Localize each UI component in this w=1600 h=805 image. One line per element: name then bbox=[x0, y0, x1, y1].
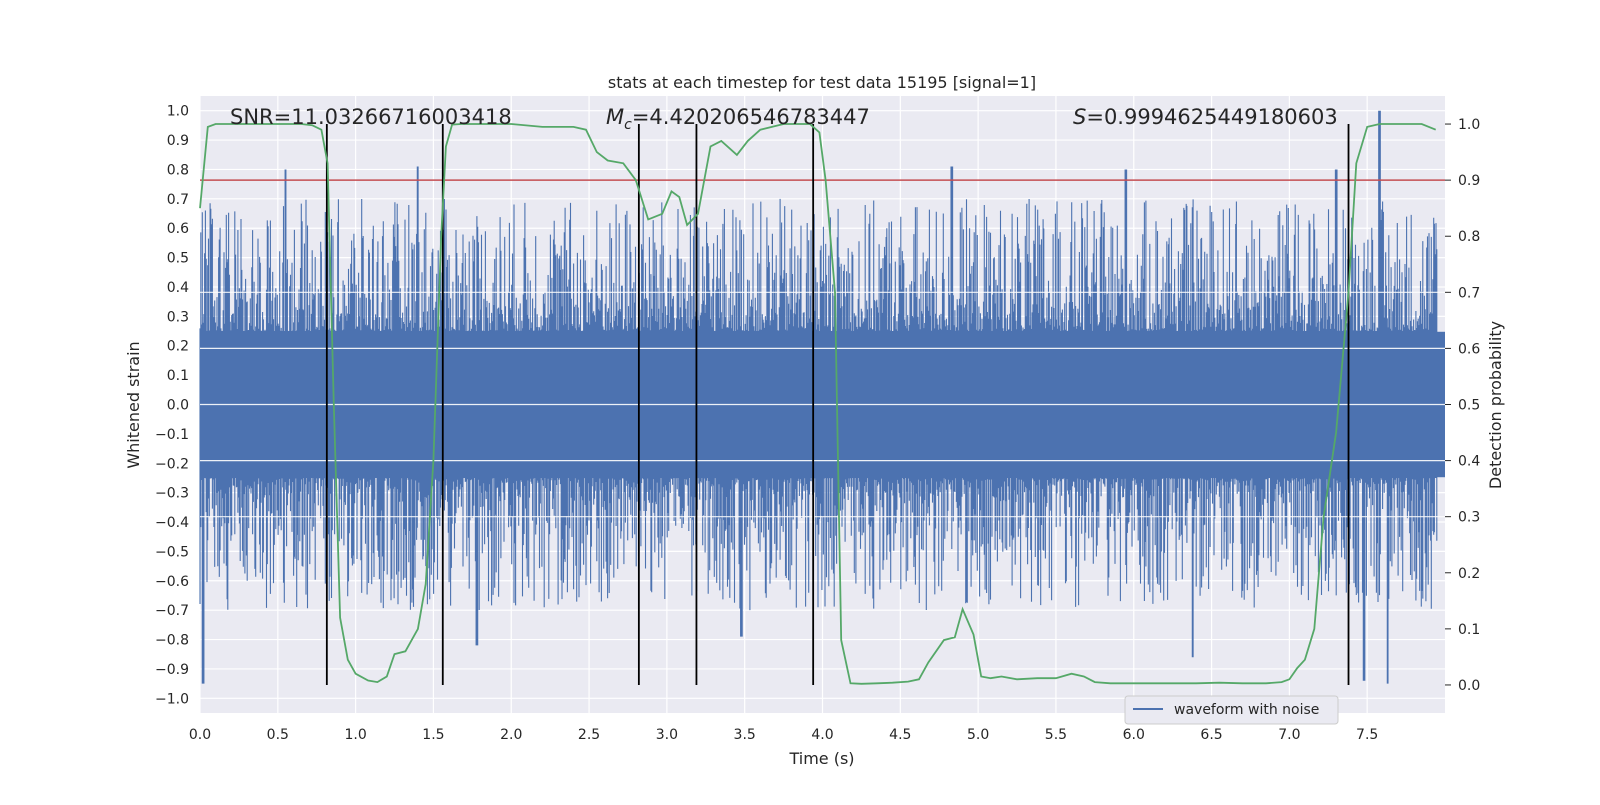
x-tick-label: 5.5 bbox=[1045, 727, 1067, 743]
y-right-tick-label: 0.4 bbox=[1458, 454, 1480, 470]
x-tick-label: 5.0 bbox=[967, 727, 989, 743]
y-right-tick-label: 0.6 bbox=[1458, 341, 1480, 357]
x-tick-label: 0.5 bbox=[267, 727, 289, 743]
y-left-tick-label: 0.1 bbox=[167, 368, 189, 384]
chart-title: stats at each timestep for test data 151… bbox=[608, 73, 1036, 92]
x-tick-label: 3.0 bbox=[656, 727, 678, 743]
legend-box bbox=[1124, 695, 1339, 725]
y-right-tick-label: 0.1 bbox=[1458, 622, 1480, 638]
x-tick-label: 7.5 bbox=[1356, 727, 1378, 743]
mc-value: =4.420206546783447 bbox=[632, 105, 870, 129]
y-left-tick-label: −0.9 bbox=[155, 662, 189, 678]
x-tick-label: 1.5 bbox=[422, 727, 444, 743]
y-left-tick-label: −0.5 bbox=[155, 544, 189, 560]
y-left-tick-label: 0.0 bbox=[167, 398, 189, 414]
detection-probability-line bbox=[199, 123, 1437, 685]
mc-symbol: M bbox=[606, 105, 624, 129]
x-tick-label: 7.0 bbox=[1278, 727, 1300, 743]
y-left-tick-label: 0.5 bbox=[167, 251, 189, 267]
y-left-tick-label: −0.3 bbox=[155, 486, 189, 502]
s-value: =0.9994625449180603 bbox=[1086, 105, 1337, 129]
y-right-tick-label: 0.8 bbox=[1458, 229, 1480, 245]
x-tick-label: 2.0 bbox=[500, 727, 522, 743]
legend-label: waveform with noise bbox=[1174, 702, 1319, 718]
y-left-tick-label: −0.6 bbox=[155, 574, 189, 590]
x-tick-label: 3.5 bbox=[734, 727, 756, 743]
y-left-tick-label: 0.3 bbox=[167, 309, 189, 325]
x-tick-label: 2.5 bbox=[578, 727, 600, 743]
y-right-tick-label: 0.2 bbox=[1458, 566, 1480, 582]
x-tick-label: 0.0 bbox=[189, 727, 211, 743]
y-left-tick-label: 0.7 bbox=[167, 192, 189, 208]
y-left-tick-label: −0.1 bbox=[155, 427, 189, 443]
y-right-tick-label: 0.5 bbox=[1458, 398, 1480, 414]
legend: waveform with noise bbox=[1124, 695, 1339, 725]
x-tick-label: 4.5 bbox=[889, 727, 911, 743]
x-tick-label: 6.0 bbox=[1123, 727, 1145, 743]
y-left-tick-label: −0.2 bbox=[155, 456, 189, 472]
y-left-tick-label: −0.7 bbox=[155, 603, 189, 619]
x-tick-label: 6.5 bbox=[1200, 727, 1222, 743]
y-left-tick-label: −0.8 bbox=[155, 633, 189, 649]
x-tick-label: 1.0 bbox=[344, 727, 366, 743]
y-left-tick-label: 0.6 bbox=[167, 221, 189, 237]
snr-annotation: SNR=11.03266716003418 bbox=[230, 105, 512, 129]
y-right-tick-label: 0.9 bbox=[1458, 173, 1480, 189]
x-tick-labels: 0.0 0.5 1.0 1.5 2.0 2.5 3.0 3.5 4.0 4.5 5.0 5.5 6.0 6… bbox=[189, 727, 1378, 743]
x-tick-label: 4.0 bbox=[811, 727, 833, 743]
y-left-tick-label: 0.8 bbox=[167, 162, 189, 178]
y-left-tick-label: 0.9 bbox=[167, 133, 189, 149]
s-symbol: S bbox=[1073, 105, 1086, 129]
y-left-axis-label: Whitened strain bbox=[124, 341, 143, 468]
mc-annotation: Mc=4.420206546783447 bbox=[606, 105, 870, 133]
waveform-series bbox=[199, 110, 1445, 684]
s-annotation: S=0.9994625449180603 bbox=[1073, 105, 1338, 129]
y-right-tick-label: 1.0 bbox=[1458, 117, 1480, 133]
y-right-tick-labels: 1.0 0.9 0.8 0.7 0.6 0.5 0.4 0.3 0.2 0.1 0.0 bbox=[1445, 117, 1480, 694]
y-left-tick-label: −1.0 bbox=[155, 691, 189, 707]
y-right-axis-label: Detection probability bbox=[1486, 321, 1505, 489]
y-right-tick-label: 0.7 bbox=[1458, 285, 1480, 301]
y-left-tick-label: 0.4 bbox=[167, 280, 189, 296]
x-axis-label: Time (s) bbox=[788, 749, 854, 768]
y-left-tick-labels: 1.0 0.9 0.8 0.7 0.6 0.5 0.4 0.3 0.2 0.1 0.0 −0.1 −0.… bbox=[155, 104, 189, 708]
y-left-tick-label: −0.4 bbox=[155, 515, 189, 531]
mc-subscript: c bbox=[624, 117, 632, 133]
y-left-tick-label: 1.0 bbox=[167, 104, 189, 120]
y-left-tick-label: 0.2 bbox=[167, 339, 189, 355]
y-right-tick-label: 0.3 bbox=[1458, 510, 1480, 526]
y-right-tick-label: 0.0 bbox=[1458, 678, 1480, 694]
